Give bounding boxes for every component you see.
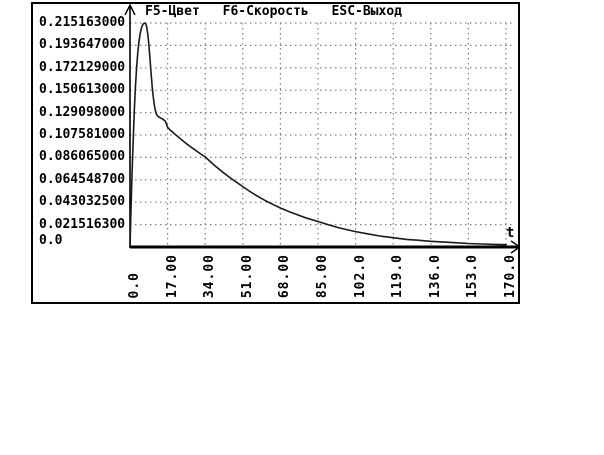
y-tick-label: 0.129098000 bbox=[39, 105, 126, 120]
y-tick-label: 0.193647000 bbox=[39, 37, 126, 52]
y-tick-label: 0.215163000 bbox=[39, 15, 126, 30]
y-tick-label: 0.086065000 bbox=[39, 149, 126, 164]
y-tick-label: 0.172129000 bbox=[39, 60, 126, 75]
menu-hints: F5-Цвет F6-Скорость ESC-Выход bbox=[143, 4, 406, 20]
y-axis-arrow-icon bbox=[124, 4, 136, 16]
menu-hint-speed: F6-Скорость bbox=[222, 4, 309, 19]
chart-window: F5-Цвет F6-Скорость ESC-Выход 0.21516300… bbox=[31, 2, 520, 304]
x-axis-arrow-icon bbox=[510, 240, 518, 254]
menu-hint-exit: ESC-Выход bbox=[331, 4, 402, 19]
y-tick-label: 0.107581000 bbox=[39, 127, 126, 142]
y-tick-label: 0.043032500 bbox=[39, 194, 126, 209]
y-tick-label: 0.150613000 bbox=[39, 82, 126, 97]
y-tick-label: 0.021516300 bbox=[39, 217, 126, 232]
x-axis-title: t bbox=[506, 225, 515, 241]
y-tick-label: 0.0 bbox=[39, 233, 63, 248]
data-curve bbox=[129, 22, 507, 248]
y-tick-label: 0.064548700 bbox=[39, 172, 126, 187]
menu-hint-color: F5-Цвет bbox=[145, 4, 200, 19]
plot-svg bbox=[124, 4, 518, 254]
